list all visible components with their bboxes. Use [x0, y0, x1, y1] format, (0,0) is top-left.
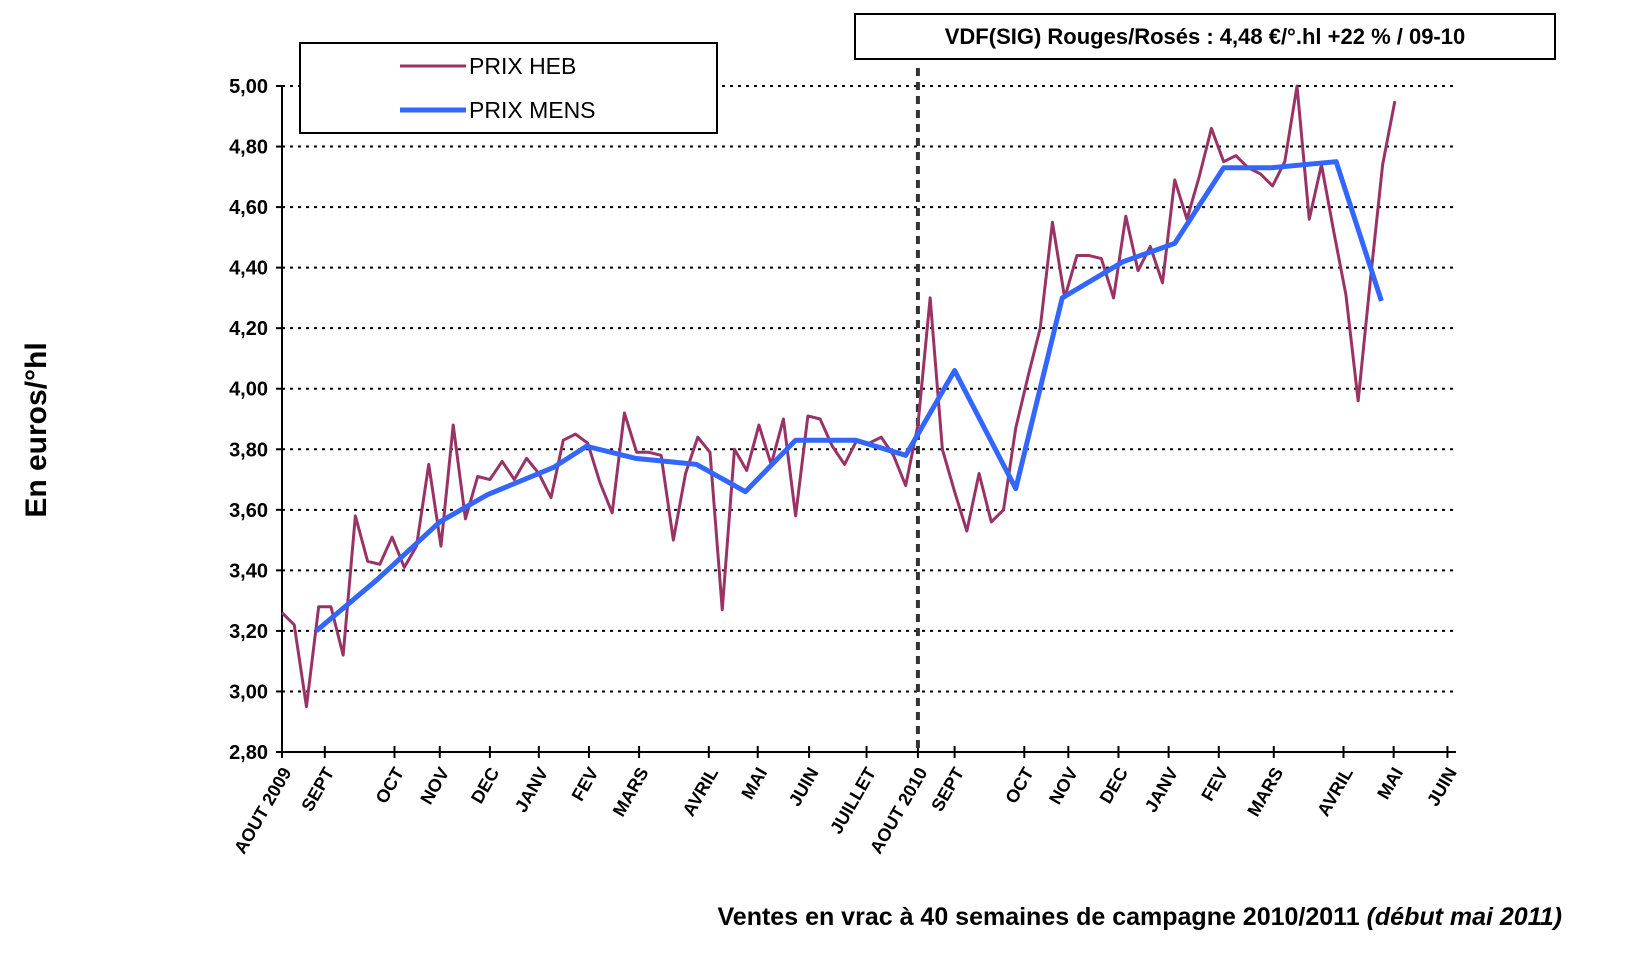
x-axis-note: (début mai 2011) — [1367, 903, 1562, 931]
legend-box — [299, 42, 718, 134]
x-tick-label: MAI — [1373, 764, 1407, 803]
y-tick-label: 3,80 — [229, 439, 268, 461]
x-tick-label: SEPT — [297, 764, 338, 815]
x-tick-label: NOV — [416, 764, 453, 808]
y-tick-label: 3,20 — [229, 621, 268, 643]
y-tick-label: 4,40 — [229, 258, 268, 280]
x-tick-label: FEV — [1197, 764, 1232, 804]
y-tick-label: 4,00 — [229, 379, 268, 401]
annotation-box — [854, 13, 1556, 60]
x-tick-label: MARS — [609, 764, 653, 820]
legend-label: PRIX MENS — [469, 97, 596, 123]
y-axis-label: En euros/°hl — [20, 342, 53, 517]
x-tick-label: AOUT 2009 — [230, 764, 295, 857]
x-tick-label: JANV — [511, 764, 552, 816]
x-axis-title: Ventes en vrac à 40 semaines de campagne… — [718, 903, 1360, 931]
y-tick-label: 4,60 — [229, 197, 268, 219]
x-tick-label: AVRIL — [679, 764, 723, 820]
series-line — [280, 84, 1397, 709]
x-tick-label: NOV — [1045, 764, 1082, 808]
y-tick-label: 3,60 — [229, 500, 268, 522]
x-tick-label: JUIN — [785, 764, 823, 810]
y-tick-label: 5,00 — [229, 76, 268, 98]
x-tick-label: AVRIL — [1313, 764, 1357, 820]
x-tick-label: DEC — [467, 764, 503, 807]
y-tick-label: 3,00 — [229, 681, 268, 703]
y-tick-label: 3,40 — [229, 560, 268, 582]
x-tick-label: JANV — [1141, 764, 1182, 816]
x-tick-label: DEC — [1096, 764, 1132, 807]
y-tick-label: 2,80 — [229, 742, 268, 764]
annotation: VDF(SIG) Rouges/Rosés : 4,48 €/°.hl +22 … — [945, 24, 1465, 49]
x-tick-label: OCT — [1001, 764, 1037, 807]
y-tick-label: 4,80 — [229, 137, 268, 159]
y-tick-label: 4,20 — [229, 318, 268, 340]
x-tick-label: SEPT — [927, 764, 968, 815]
x-tick-label: OCT — [372, 764, 408, 807]
x-tick-label: MARS — [1243, 764, 1287, 820]
x-tick-label: FEV — [568, 764, 603, 804]
x-tick-label: JUIN — [1423, 764, 1461, 810]
x-tick-label: JUILLET — [826, 764, 880, 837]
x-tick-label: MAI — [737, 764, 771, 803]
x-axis-label: Ventes en vrac à 40 semaines de campagne… — [718, 903, 1562, 931]
legend-label: PRIX HEB — [469, 53, 576, 79]
series-line — [314, 159, 1384, 633]
